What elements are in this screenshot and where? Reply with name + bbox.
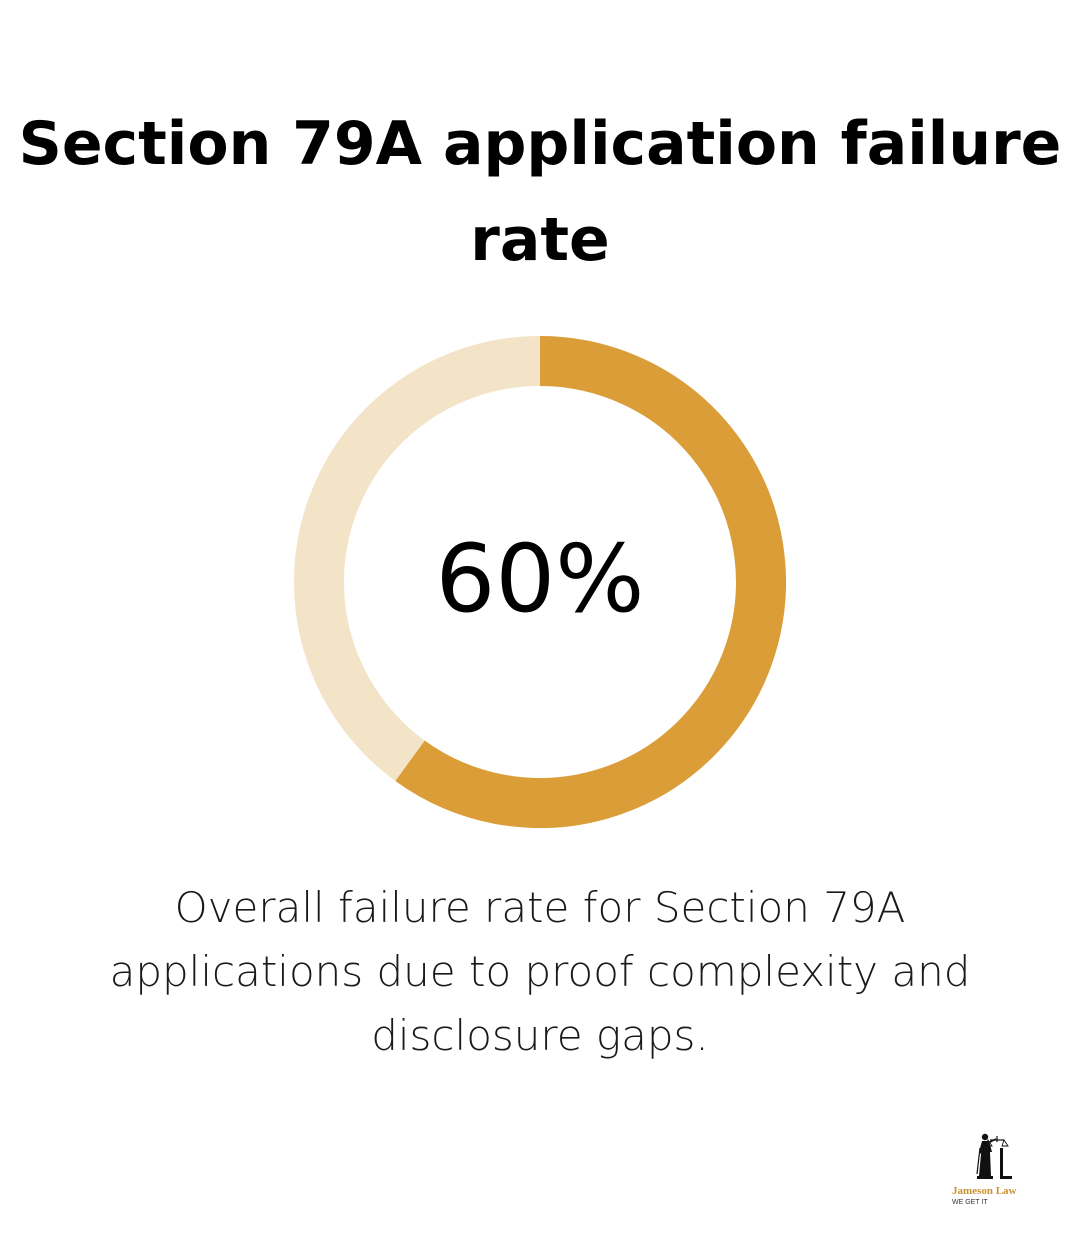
logo-tagline: WE GET IT — [952, 1199, 988, 1206]
company-logo: Jameson Law WE GET IT — [952, 1130, 1042, 1210]
lady-justice-icon — [976, 1133, 1012, 1179]
chart-caption: Overall failure rate for Section 79A app… — [109, 883, 971, 1060]
donut-value-slice — [395, 336, 786, 828]
donut-chart — [294, 336, 786, 828]
logo-name: Jameson Law — [952, 1185, 1017, 1197]
center-value-label: 60% — [435, 525, 645, 634]
chart-title: Section 79A application failure rate — [18, 109, 1062, 275]
